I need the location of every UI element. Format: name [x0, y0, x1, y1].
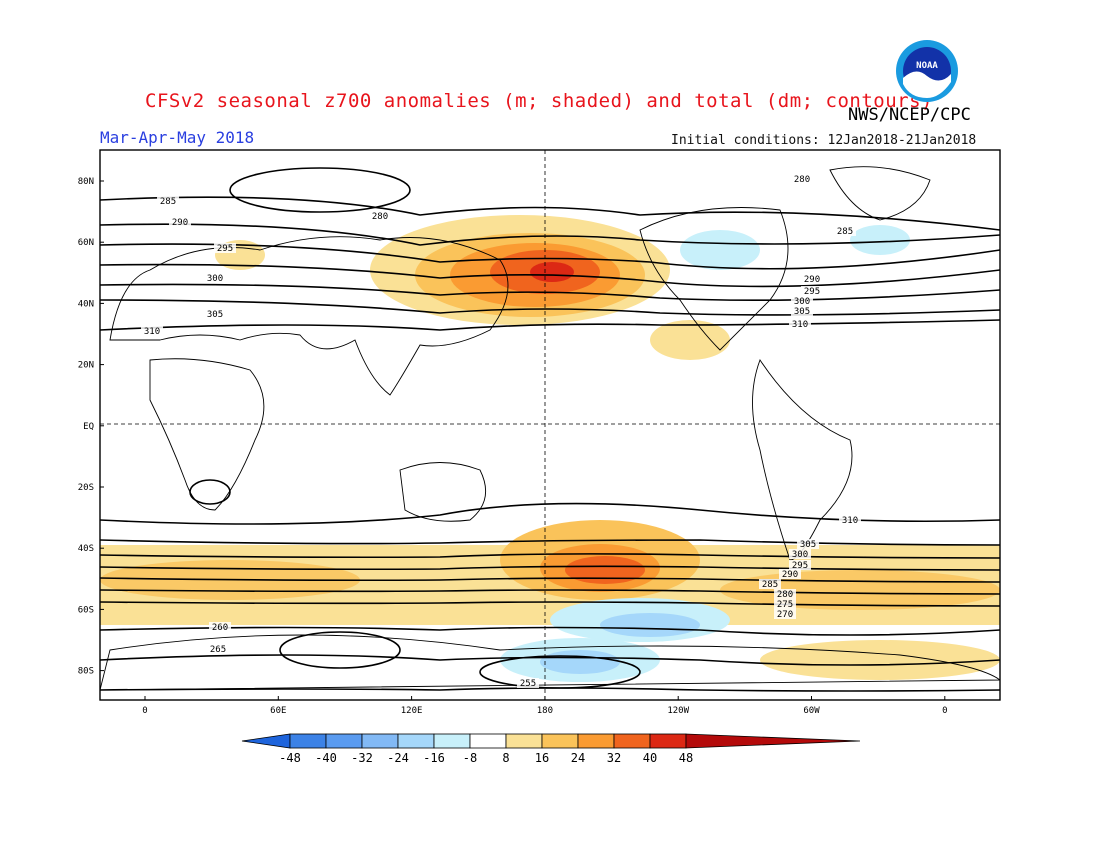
lon-tick-label: 60E [270, 706, 286, 716]
colorbar-tick-label: -32 [351, 751, 373, 765]
contour-label: 310 [792, 320, 808, 330]
lat-tick-label: 20N [78, 361, 94, 371]
colorbar-tick-label: 32 [607, 751, 621, 765]
contour-label: 270 [777, 610, 793, 620]
lon-tick-label: 120W [667, 706, 689, 716]
colorbar-tick-label: -40 [315, 751, 337, 765]
contour-labels: 2802852902953003053102852802902953003053… [141, 174, 861, 689]
contour-label: 305 [794, 307, 810, 317]
colorbar-segment [397, 733, 435, 749]
colorbar-arrow-right [685, 733, 861, 749]
contour-label: 295 [217, 244, 233, 254]
colorbar-tick-label: 16 [535, 751, 549, 765]
contour-label: 295 [804, 287, 820, 297]
colorbar-segment [577, 733, 615, 749]
colorbar: -48 -40 -32 -24 -16 -8 8 16 24 32 40 48 [241, 733, 861, 765]
contour-label: 280 [777, 590, 793, 600]
colorbar-segment [361, 733, 399, 749]
lat-tick-label: 60S [78, 605, 94, 615]
contour-label: 300 [792, 550, 808, 560]
latitude-axis: 80N 60N 40N 20N EQ 20S 40S 60S 80S [78, 177, 104, 677]
contour-label: 300 [794, 297, 810, 307]
contour-label: 290 [782, 570, 798, 580]
lat-tick-label: 20S [78, 483, 94, 493]
colorbar-segment [541, 733, 579, 749]
lon-tick-label: 0 [942, 706, 947, 716]
lon-tick-label: 60W [803, 706, 820, 716]
longitude-axis: 0 60E 120E 180 120W 60W 0 [142, 696, 948, 716]
colorbar-arrow-left [241, 733, 291, 749]
lat-tick-label: EQ [83, 422, 94, 432]
noaa-logo-icon: NOAA [896, 40, 958, 102]
contour-label: 310 [842, 516, 858, 526]
colorbar-segment [649, 733, 687, 749]
contour-label: 295 [792, 561, 808, 571]
colorbar-tick-label: 8 [502, 751, 509, 765]
season-label: Mar-Apr-May 2018 [100, 128, 255, 147]
colorbar-segment [325, 733, 363, 749]
colorbar-tick-label: -24 [387, 751, 409, 765]
lat-tick-label: 80S [78, 667, 94, 677]
contour-label: 310 [144, 327, 160, 337]
lat-tick-label: 80N [78, 177, 94, 187]
contour-label: 305 [800, 540, 816, 550]
logo-text: NOAA [916, 61, 938, 71]
contour-label: 275 [777, 600, 793, 610]
lat-tick-label: 60N [78, 238, 94, 248]
contour-label: 280 [372, 212, 388, 222]
colorbar-segment [433, 733, 471, 749]
contour-label: 285 [160, 197, 176, 207]
colorbar-tick-label: 24 [571, 751, 585, 765]
colorbar-segment [613, 733, 651, 749]
initial-conditions-label: Initial conditions: 12Jan2018-21Jan2018 [671, 133, 977, 148]
colorbar-tick-label: -16 [423, 751, 445, 765]
map-frame [99, 149, 1001, 701]
colorbar-tick-label: -8 [463, 751, 477, 765]
lon-tick-label: 120E [401, 706, 423, 716]
contour-label: 290 [804, 275, 820, 285]
colorbar-segment [505, 733, 543, 749]
contour-label: 255 [520, 679, 536, 689]
colorbar-segment [289, 733, 327, 749]
lat-tick-label: 40N [78, 299, 94, 309]
contour-label: 260 [212, 623, 228, 633]
lon-tick-label: 180 [537, 706, 553, 716]
org-label: NWS/NCEP/CPC [848, 105, 971, 125]
contour-label: 290 [172, 218, 188, 228]
contour-label: 265 [210, 645, 226, 655]
lat-tick-label: 40S [78, 544, 94, 554]
colorbar-tick-label: -48 [279, 751, 301, 765]
colorbar-segment [469, 733, 507, 749]
contour-label: 280 [794, 175, 810, 185]
colorbar-tick-label: 48 [679, 751, 693, 765]
lon-tick-label: 0 [142, 706, 147, 716]
colorbar-tick-label: 40 [643, 751, 657, 765]
contour-label: 285 [837, 227, 853, 237]
contour-label: 300 [207, 274, 223, 284]
chart-title: CFSv2 seasonal z700 anomalies (m; shaded… [145, 90, 933, 112]
contour-label: 285 [762, 580, 778, 590]
contour-label: 305 [207, 310, 223, 320]
